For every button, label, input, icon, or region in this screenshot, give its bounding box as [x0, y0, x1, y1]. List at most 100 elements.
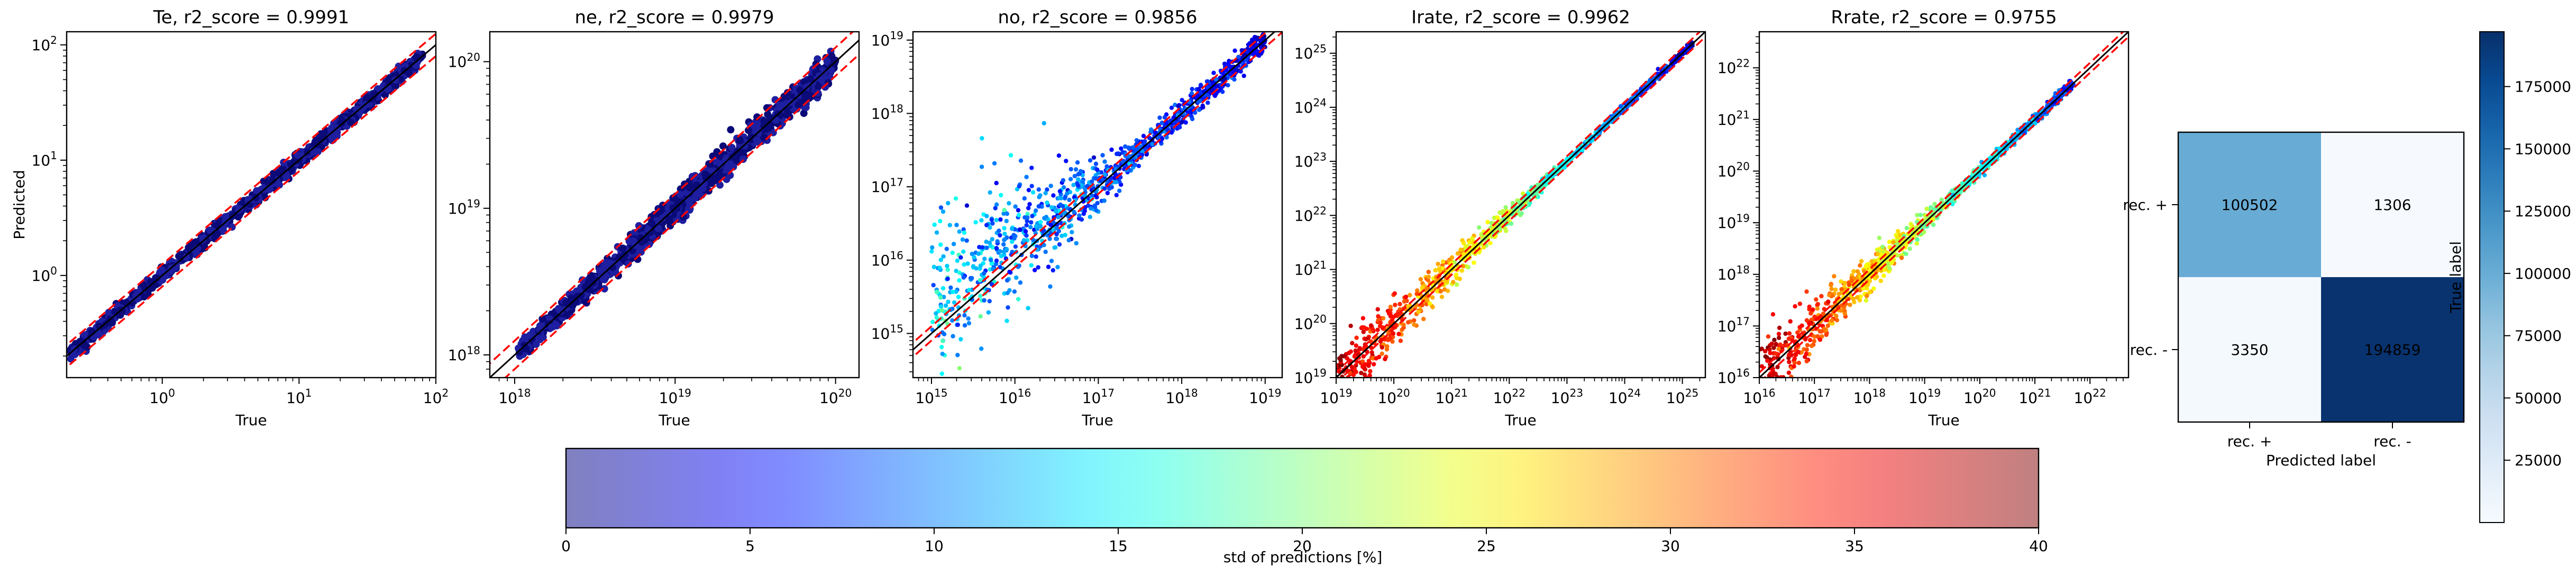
scatter-point: [1200, 103, 1205, 108]
scatter-point: [962, 323, 967, 328]
y-axis-label: Predicted: [11, 170, 28, 239]
scatter-point: [1425, 298, 1430, 303]
scatter-point: [536, 326, 544, 334]
scatter-point: [1378, 320, 1383, 325]
scatter-point: [1918, 213, 1923, 217]
scatter-point: [965, 261, 970, 266]
scatter-point: [1014, 275, 1019, 280]
scatter-point: [1190, 87, 1194, 91]
scatter-point: [997, 228, 1001, 233]
scatter-point: [993, 206, 998, 210]
scatter-point: [1058, 196, 1064, 200]
x-axis-label: True: [1081, 411, 1113, 429]
scatter-point: [1004, 318, 1009, 323]
scatter-point: [1205, 100, 1210, 105]
upper-band-line: [1336, 32, 1701, 374]
scatter-point: [1982, 173, 1987, 178]
scatter-point: [1401, 323, 1406, 327]
plot-area: [1759, 32, 2129, 378]
scatter-point: [988, 190, 992, 195]
scatter-point: [947, 223, 953, 227]
scatter-point: [982, 271, 986, 276]
scatter-point: [1470, 236, 1475, 241]
scatter-point: [982, 257, 987, 261]
y-tick-label: 100: [32, 264, 57, 285]
scatter-point: [744, 126, 752, 134]
scatter-point: [934, 230, 939, 235]
lower-band-line: [67, 54, 436, 369]
scatter-point: [1451, 280, 1456, 285]
scatter-point: [992, 161, 997, 166]
panel-title: ne, r2_score = 0.9979: [574, 7, 774, 28]
scatter-point: [1460, 264, 1466, 269]
scatter-point: [940, 209, 946, 214]
scatter-point: [1043, 250, 1048, 254]
scatter-point: [974, 266, 979, 271]
scatter-point: [1479, 232, 1484, 237]
scatter-point: [1042, 243, 1046, 248]
scatter-point: [1211, 70, 1216, 75]
scatter-point: [1001, 249, 1006, 254]
scatter-point: [950, 250, 955, 255]
scatter-points: [1759, 79, 2076, 378]
scatter-point: [108, 319, 116, 327]
scatter-point: [1017, 227, 1022, 232]
scatter-point: [1189, 91, 1194, 96]
scatter-point: [1001, 242, 1006, 247]
scatter-point: [1123, 144, 1128, 149]
plot-frame: [1335, 31, 1706, 379]
scatter-point: [1011, 233, 1016, 237]
scatter-panel-p3: 1019 1020 1021 1022 1023 1024 1025101910201021…: [1294, 7, 1706, 429]
scatter-point: [1045, 187, 1049, 192]
scatter-point: [931, 264, 937, 269]
scatter-point: [939, 308, 945, 313]
scatter-point: [1376, 314, 1381, 319]
scatter-point: [1436, 261, 1440, 267]
scatter-point: [938, 258, 944, 262]
scatter-point: [823, 57, 831, 65]
scatter-point: [1013, 244, 1018, 249]
scatter-point: [966, 321, 972, 326]
scatter-point: [930, 319, 935, 324]
scatter-point: [1102, 159, 1107, 164]
scatter-point: [946, 299, 951, 304]
scatter-point: [1354, 385, 1358, 389]
scatter-point: [1368, 369, 1373, 374]
scatter-point: [1119, 146, 1123, 151]
x-tick-label: 1015: [915, 387, 947, 407]
scatter-point: [1492, 215, 1497, 221]
scatter-point: [951, 334, 955, 338]
scatter-point: [938, 304, 944, 309]
scatter-point: [1053, 245, 1058, 250]
scatter-point: [1024, 175, 1029, 179]
scatter-point: [1350, 341, 1355, 345]
scatter-point: [1458, 247, 1463, 252]
scatter-point: [1047, 236, 1052, 241]
scatter-point: [1073, 167, 1079, 172]
scatter-point: [1075, 160, 1080, 165]
scatter-point: [1864, 298, 1869, 303]
scatter-point: [1068, 167, 1073, 172]
scatter-point: [1366, 336, 1371, 341]
scatter-point: [1426, 270, 1431, 274]
scatter-point: [978, 314, 983, 319]
scatter-point: [1049, 259, 1054, 263]
scatter-point: [994, 261, 999, 267]
scatter-point: [1348, 349, 1353, 354]
scatter-point: [1180, 120, 1184, 125]
scatter-point: [1029, 253, 1035, 258]
scatter-point: [955, 322, 961, 327]
identity-line: [67, 43, 436, 358]
scatter-point: [654, 225, 662, 232]
scatter-point: [800, 109, 808, 117]
scatter-point: [1793, 304, 1797, 309]
scatter-point: [669, 204, 677, 212]
scatter-point: [1024, 223, 1029, 227]
scatter-point: [1016, 208, 1021, 213]
scatter-point: [1043, 191, 1048, 196]
x-tick-label: 1022: [1493, 387, 1525, 407]
scatter-point: [1104, 164, 1109, 169]
y-tick-label: 1019: [448, 197, 480, 217]
